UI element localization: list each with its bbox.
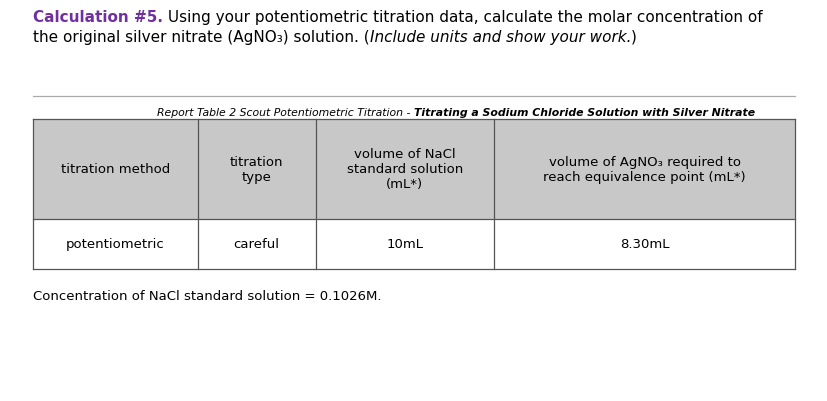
- Text: the original silver nitrate (AgNO₃) solution. (: the original silver nitrate (AgNO₃) solu…: [33, 30, 369, 45]
- Text: titration method: titration method: [60, 163, 170, 176]
- Text: 10mL: 10mL: [386, 238, 423, 251]
- Bar: [33, 120, 794, 219]
- Text: 8.30mL: 8.30mL: [619, 238, 668, 251]
- Text: Using your potentiometric titration data, calculate the molar concentration of: Using your potentiometric titration data…: [163, 10, 762, 25]
- Text: potentiometric: potentiometric: [66, 238, 165, 251]
- Text: Titrating a Sodium Chloride Solution with Silver Nitrate: Titrating a Sodium Chloride Solution wit…: [414, 108, 754, 118]
- Text: volume of AgNO₃ required to
reach equivalence point (mL*): volume of AgNO₃ required to reach equiva…: [543, 156, 745, 184]
- Text: volume of NaCl
standard solution
(mL*): volume of NaCl standard solution (mL*): [347, 148, 462, 191]
- Text: careful: careful: [233, 238, 280, 251]
- Text: Report Table 2 Scout Potentiometric Titration -: Report Table 2 Scout Potentiometric Titr…: [157, 108, 414, 118]
- Text: ): ): [630, 30, 636, 45]
- Text: Concentration of NaCl standard solution = 0.1026M.: Concentration of NaCl standard solution …: [33, 289, 381, 302]
- Text: Include units and show your work.: Include units and show your work.: [369, 30, 630, 45]
- Bar: [33, 219, 794, 269]
- Text: Calculation #5.: Calculation #5.: [33, 10, 163, 25]
- Text: titration
type: titration type: [230, 156, 283, 184]
